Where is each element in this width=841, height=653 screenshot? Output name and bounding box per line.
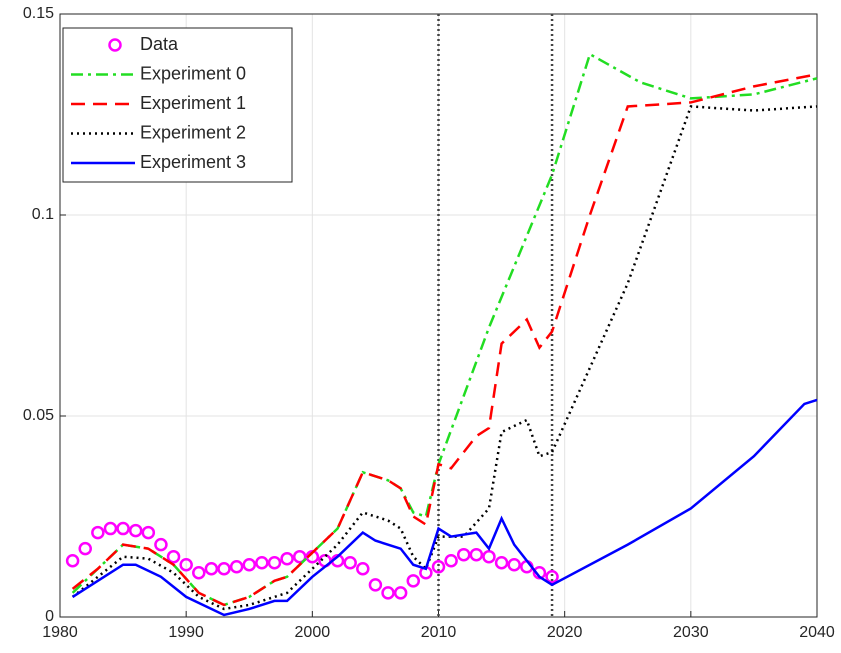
- legend-label: Experiment 1: [140, 93, 246, 113]
- data-point: [154, 537, 168, 552]
- data-point: [192, 566, 206, 580]
- data-point: [482, 549, 496, 564]
- data-point: [469, 547, 484, 562]
- legend-label: Data: [140, 34, 179, 54]
- data-point: [507, 557, 521, 572]
- data-point: [103, 521, 118, 536]
- series-line: [71, 105, 818, 611]
- data-point: [267, 555, 282, 570]
- x-tick-label: 1980: [42, 624, 78, 641]
- series-line: [71, 398, 818, 617]
- legend-label: Experiment 2: [140, 122, 246, 142]
- x-tick-label: 2040: [799, 624, 835, 641]
- x-tick-label: 2030: [673, 624, 709, 641]
- y-tick-label: 0.05: [23, 407, 54, 424]
- legend-label: Experiment 3: [140, 152, 246, 172]
- data-point: [91, 525, 105, 540]
- data-point: [368, 578, 383, 592]
- legend-label: Experiment 0: [140, 63, 246, 83]
- y-tick-label: 0.15: [23, 5, 54, 22]
- data-point: [545, 570, 559, 584]
- data-point: [444, 553, 458, 568]
- data-point: [406, 574, 421, 588]
- data-point: [292, 549, 307, 564]
- data-point: [204, 562, 219, 576]
- legend-marker: [108, 38, 122, 52]
- y-tick-label: 0: [45, 608, 54, 625]
- data-point: [494, 555, 509, 570]
- data-point: [128, 523, 143, 538]
- data-point: [456, 547, 471, 562]
- data-point: [431, 560, 446, 574]
- x-tick-label: 2000: [295, 624, 331, 641]
- data-point: [229, 560, 244, 574]
- x-tick-label: 1990: [168, 624, 204, 641]
- data-point: [179, 557, 193, 572]
- data-point: [78, 541, 92, 556]
- data-point: [343, 555, 357, 570]
- x-tick-label: 2010: [421, 624, 457, 641]
- data-point: [280, 551, 294, 566]
- y-tick-label: 0.1: [32, 206, 54, 223]
- data-point: [217, 562, 231, 576]
- data-point: [356, 562, 370, 576]
- data-point: [166, 549, 181, 564]
- x-tick-label: 2020: [547, 624, 583, 641]
- data-point: [255, 555, 269, 570]
- data-point: [393, 586, 408, 600]
- data-point: [381, 586, 395, 600]
- data-point: [242, 557, 256, 572]
- data-point: [65, 553, 80, 568]
- data-point: [141, 525, 156, 540]
- data-point: [116, 521, 130, 536]
- series-line: [71, 73, 818, 607]
